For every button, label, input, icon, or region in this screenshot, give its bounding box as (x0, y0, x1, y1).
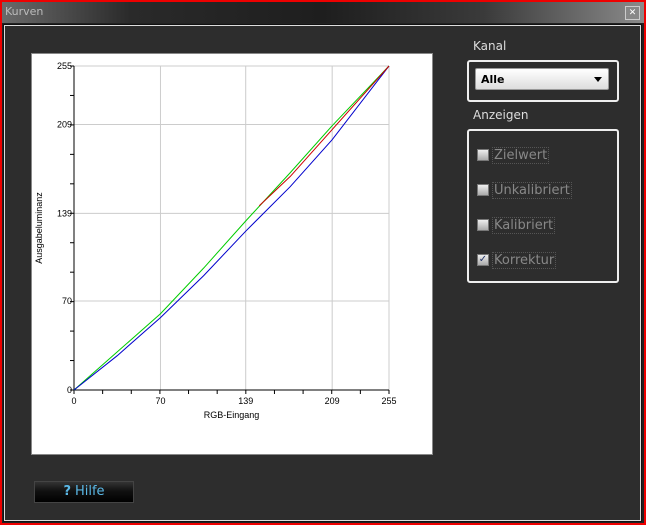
x-tick-label: 0 (71, 396, 76, 406)
series-line (258, 65, 390, 207)
x-axis-label: RGB-Eingang (204, 410, 260, 420)
curve-chart: 0 70 139 209 255 0 70 139 209 255 RGB-Eingang Ausga… (31, 53, 433, 455)
checkmark-icon[interactable]: ✓ (477, 254, 489, 266)
x-tick-label: 255 (381, 396, 396, 406)
question-icon: ? (63, 484, 71, 499)
checkbox-zielwert[interactable]: Zielwert (477, 146, 550, 164)
checkbox-label: Kalibriert (491, 216, 556, 234)
close-icon[interactable]: ✕ (625, 6, 640, 20)
checkbox-unkalibriert[interactable]: Unkalibriert (477, 181, 572, 199)
checkbox-box[interactable] (477, 184, 489, 196)
x-tick-label: 70 (155, 396, 165, 406)
content-panel: 0 70 139 209 255 0 70 139 209 255 RGB-Eingang Ausga… (3, 24, 642, 522)
checkbox-kalibriert[interactable]: Kalibriert (477, 216, 556, 234)
anzeigen-label: Anzeigen (473, 108, 529, 122)
title-bar: Kurven ✕ (2, 2, 644, 23)
anzeigen-group: Zielwert Unkalibriert Kalibriert ✓ Korrek… (467, 129, 619, 283)
y-tick-label: 209 (57, 119, 72, 129)
y-tick-label: 70 (62, 296, 72, 306)
y-tick-label: 255 (57, 61, 72, 71)
x-tick-label: 209 (325, 396, 340, 406)
kanal-select[interactable]: Alle (475, 68, 609, 90)
window-title: Kurven (5, 5, 44, 18)
kanal-label: Kanal (473, 39, 507, 53)
x-tick-label: 139 (238, 396, 253, 406)
kanal-group: Alle (467, 60, 619, 102)
help-label: Hilfe (74, 484, 105, 499)
series-line (73, 65, 390, 391)
checkbox-box[interactable] (477, 149, 489, 161)
y-tick-label: 0 (67, 385, 72, 395)
series-line (73, 65, 390, 391)
checkbox-label: Unkalibriert (492, 181, 572, 199)
kanal-select-value: Alle (481, 73, 505, 86)
checkbox-korrektur[interactable]: ✓ Korrektur (477, 251, 557, 269)
chevron-down-icon (594, 77, 602, 82)
y-tick-label: 139 (57, 208, 72, 218)
checkbox-box[interactable] (477, 219, 489, 231)
chart-svg: 0 70 139 209 255 0 70 139 209 255 RGB-Eingang Ausga… (34, 61, 397, 420)
help-button[interactable]: ? Hilfe (34, 481, 134, 503)
checkbox-label: Korrektur (491, 251, 557, 269)
y-axis-label: Ausgabeluminanz (34, 192, 44, 264)
checkbox-label: Zielwert (491, 146, 550, 164)
